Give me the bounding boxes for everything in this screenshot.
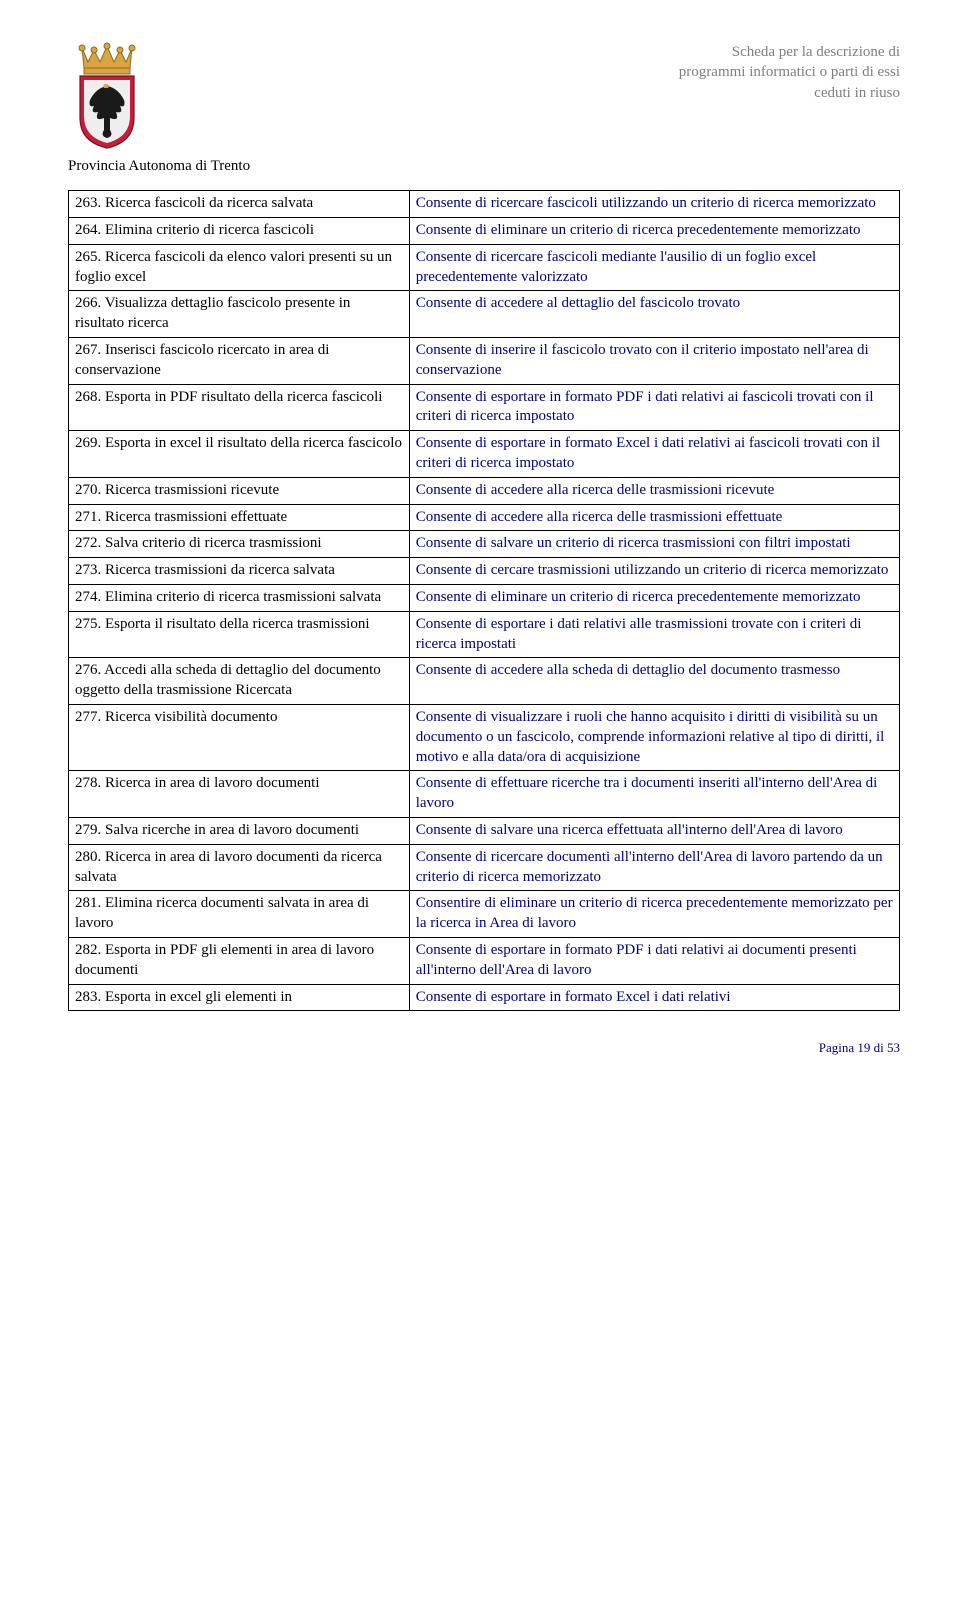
function-description: Consente di effettuare ricerche tra i do… — [409, 771, 899, 818]
function-description: Consente di ricercare fascicoli utilizza… — [409, 191, 899, 218]
page-header: Scheda per la descrizione di programmi i… — [68, 40, 900, 150]
function-name: 273. Ricerca trasmissioni da ricerca sal… — [69, 558, 410, 585]
header-line-1: Scheda per la descrizione di — [679, 42, 900, 62]
table-row: 275. Esporta il risultato della ricerca … — [69, 611, 900, 658]
function-description: Consentire di eliminare un criterio di r… — [409, 891, 899, 938]
function-description: Consente di salvare un criterio di ricer… — [409, 531, 899, 558]
table-row: 268. Esporta in PDF risultato della rice… — [69, 384, 900, 431]
table-row: 279. Salva ricerche in area di lavoro do… — [69, 817, 900, 844]
table-row: 265. Ricerca fascicoli da elenco valori … — [69, 244, 900, 291]
function-name: 275. Esporta il risultato della ricerca … — [69, 611, 410, 658]
function-name: 282. Esporta in PDF gli elementi in area… — [69, 937, 410, 984]
table-row: 267. Inserisci fascicolo ricercato in ar… — [69, 338, 900, 385]
function-name: 280. Ricerca in area di lavoro documenti… — [69, 844, 410, 891]
table-row: 276. Accedi alla scheda di dettaglio del… — [69, 658, 900, 705]
function-description: Consente di eliminare un criterio di ric… — [409, 218, 899, 245]
table-row: 271. Ricerca trasmissioni effettuateCons… — [69, 504, 900, 531]
function-name: 263. Ricerca fascicoli da ricerca salvat… — [69, 191, 410, 218]
function-description: Consente di accedere alla ricerca delle … — [409, 504, 899, 531]
table-row: 281. Elimina ricerca documenti salvata i… — [69, 891, 900, 938]
function-description: Consente di inserire il fascicolo trovat… — [409, 338, 899, 385]
function-name: 264. Elimina criterio di ricerca fascico… — [69, 218, 410, 245]
function-name: 268. Esporta in PDF risultato della rice… — [69, 384, 410, 431]
function-name: 265. Ricerca fascicoli da elenco valori … — [69, 244, 410, 291]
table-row: 277. Ricerca visibilità documentoConsent… — [69, 704, 900, 770]
table-row: 273. Ricerca trasmissioni da ricerca sal… — [69, 558, 900, 585]
table-row: 264. Elimina criterio di ricerca fascico… — [69, 218, 900, 245]
table-row: 269. Esporta in excel il risultato della… — [69, 431, 900, 478]
table-row: 282. Esporta in PDF gli elementi in area… — [69, 937, 900, 984]
function-description: Consente di visualizzare i ruoli che han… — [409, 704, 899, 770]
function-name: 272. Salva criterio di ricerca trasmissi… — [69, 531, 410, 558]
function-description: Consente di esportare in formato PDF i d… — [409, 384, 899, 431]
table-row: 274. Elimina criterio di ricerca trasmis… — [69, 585, 900, 612]
function-name: 269. Esporta in excel il risultato della… — [69, 431, 410, 478]
function-description: Consente di esportare in formato Excel i… — [409, 984, 899, 1011]
function-description: Consente di accedere al dettaglio del fa… — [409, 291, 899, 338]
table-row: 283. Esporta in excel gli elementi inCon… — [69, 984, 900, 1011]
table-row: 266. Visualizza dettaglio fascicolo pres… — [69, 291, 900, 338]
table-row: 272. Salva criterio di ricerca trasmissi… — [69, 531, 900, 558]
table-row: 278. Ricerca in area di lavoro documenti… — [69, 771, 900, 818]
page-footer: Pagina 19 di 53 — [68, 1039, 900, 1057]
table-row: 270. Ricerca trasmissioni ricevuteConsen… — [69, 477, 900, 504]
header-subtitle: Scheda per la descrizione di programmi i… — [679, 40, 900, 103]
function-description: Consente di eliminare un criterio di ric… — [409, 585, 899, 612]
function-name: 278. Ricerca in area di lavoro documenti — [69, 771, 410, 818]
crest-logo — [68, 40, 146, 150]
function-name: 270. Ricerca trasmissioni ricevute — [69, 477, 410, 504]
function-name: 271. Ricerca trasmissioni effettuate — [69, 504, 410, 531]
function-description: Consente di accedere alla ricerca delle … — [409, 477, 899, 504]
function-name: 277. Ricerca visibilità documento — [69, 704, 410, 770]
table-row: 280. Ricerca in area di lavoro documenti… — [69, 844, 900, 891]
function-name: 276. Accedi alla scheda di dettaglio del… — [69, 658, 410, 705]
header-line-3: ceduti in riuso — [679, 83, 900, 103]
function-name: 267. Inserisci fascicolo ricercato in ar… — [69, 338, 410, 385]
table-row: 263. Ricerca fascicoli da ricerca salvat… — [69, 191, 900, 218]
function-name: 266. Visualizza dettaglio fascicolo pres… — [69, 291, 410, 338]
function-description: Consente di salvare una ricerca effettua… — [409, 817, 899, 844]
function-name: 281. Elimina ricerca documenti salvata i… — [69, 891, 410, 938]
function-name: 283. Esporta in excel gli elementi in — [69, 984, 410, 1011]
function-name: 279. Salva ricerche in area di lavoro do… — [69, 817, 410, 844]
function-description: Consente di cercare trasmissioni utilizz… — [409, 558, 899, 585]
function-description: Consente di ricercare documenti all'inte… — [409, 844, 899, 891]
function-name: 274. Elimina criterio di ricerca trasmis… — [69, 585, 410, 612]
function-description: Consente di ricercare fascicoli mediante… — [409, 244, 899, 291]
function-description: Consente di esportare i dati relativi al… — [409, 611, 899, 658]
function-description: Consente di esportare in formato Excel i… — [409, 431, 899, 478]
functions-table: 263. Ricerca fascicoli da ricerca salvat… — [68, 190, 900, 1011]
function-description: Consente di accedere alla scheda di dett… — [409, 658, 899, 705]
function-description: Consente di esportare in formato PDF i d… — [409, 937, 899, 984]
header-line-2: programmi informatici o parti di essi — [679, 62, 900, 82]
provincia-label: Provincia Autonoma di Trento — [68, 156, 900, 176]
